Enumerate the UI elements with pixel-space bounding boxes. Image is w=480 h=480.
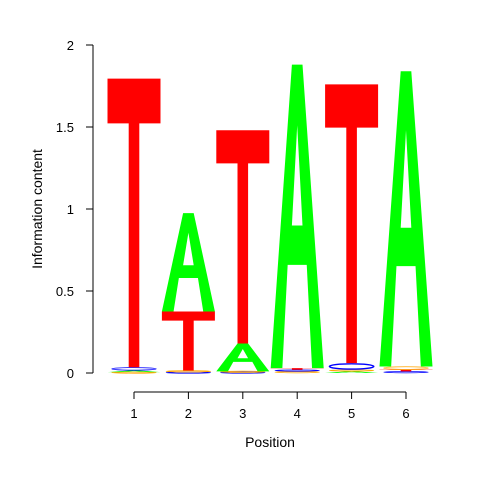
x-tick-label: 1 — [130, 406, 137, 421]
logo-letter-5-a — [325, 371, 379, 373]
logo-letter-4-t-part-0 — [270, 368, 324, 370]
x-tick-label: 5 — [348, 406, 355, 421]
y-tick-label: 1 — [67, 202, 74, 217]
logo-letter-1-t — [107, 78, 161, 368]
logo-letters — [107, 64, 433, 374]
x-tick-label: 3 — [239, 406, 246, 421]
y-tick-label: 2 — [67, 38, 74, 53]
logo-letter-5-t-part-0 — [325, 84, 379, 364]
x-tick-label: 4 — [294, 406, 301, 421]
logo-letter-1-a-glyph — [107, 370, 161, 373]
logo-letter-6-a-glyph — [379, 71, 433, 367]
logo-letter-4-c — [274, 369, 320, 372]
logo-letter-4-a-glyph — [270, 64, 324, 369]
y-axis-label: Information content — [29, 149, 45, 269]
logo-letter-4-a — [270, 64, 324, 369]
logo-letter-3-g — [220, 370, 266, 373]
y-tick-label: 1.5 — [56, 120, 74, 135]
y-ticks: 0 0.5 1 1.5 2 — [56, 38, 93, 381]
x-ticks: 1 2 3 4 5 6 — [130, 392, 410, 421]
logo-letter-3-t — [216, 130, 270, 344]
x-tick-label: 6 — [402, 406, 409, 421]
axes: 0 0.5 1 1.5 2 1 2 3 4 5 6 Position Information co… — [29, 38, 410, 450]
logo-letter-3-t-part-0 — [216, 130, 270, 344]
logo-letter-6-a — [379, 71, 433, 367]
logo-letter-3-a-glyph — [216, 343, 270, 372]
logo-letter-3-a — [216, 343, 270, 372]
logo-letter-2-t — [161, 311, 215, 371]
logo-letter-5-g — [328, 369, 375, 372]
logo-letter-4-t — [270, 368, 324, 370]
logo-letter-5-a-glyph — [325, 371, 379, 373]
logo-letter-2-a-glyph — [161, 213, 215, 312]
x-axis-label: Position — [245, 434, 295, 450]
y-tick-label: 0 — [67, 366, 74, 381]
logo-letter-2-t-part-0 — [161, 311, 215, 371]
logo-letter-1-a — [107, 370, 161, 373]
logo-letter-4-g — [274, 371, 320, 374]
y-tick-label: 0.5 — [56, 284, 74, 299]
logo-letter-6-t-part-0 — [379, 369, 433, 372]
logo-letter-1-t-part-0 — [107, 78, 161, 368]
x-tick-label: 2 — [185, 406, 192, 421]
logo-letter-5-c — [328, 363, 375, 370]
logo-letter-2-a — [161, 213, 215, 312]
logo-letter-5-t — [325, 84, 379, 364]
logo-letter-2-g — [165, 370, 212, 373]
logo-letter-1-c — [111, 367, 157, 371]
logo-letter-6-t — [379, 369, 433, 372]
logo-letter-1-g — [111, 371, 157, 374]
logo-letter-6-c — [383, 371, 429, 374]
logo-letter-6-g — [383, 366, 429, 370]
